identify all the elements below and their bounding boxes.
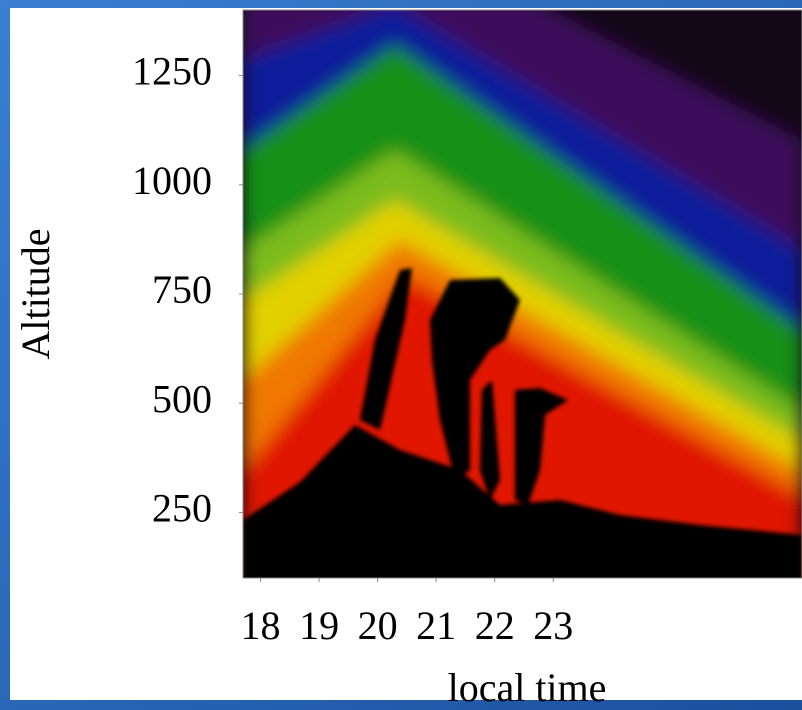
y-tick-label: 750 bbox=[152, 267, 212, 312]
x-tick-label: 21 bbox=[416, 603, 456, 648]
heatmap-image bbox=[243, 10, 802, 578]
y-tick-label: 1250 bbox=[132, 49, 212, 94]
x-tick-label: 19 bbox=[299, 603, 339, 648]
y-tick-label: 250 bbox=[152, 486, 212, 531]
x-axis-label: local time bbox=[448, 665, 607, 710]
y-tick-label: 1000 bbox=[132, 158, 212, 203]
y-axis-label: Altitude bbox=[13, 228, 58, 359]
x-tick-label: 23 bbox=[533, 603, 573, 648]
y-tick-label: 500 bbox=[152, 376, 212, 421]
x-tick-label: 22 bbox=[475, 603, 515, 648]
x-tick-label: 18 bbox=[241, 603, 281, 648]
x-tick-label: 20 bbox=[358, 603, 398, 648]
